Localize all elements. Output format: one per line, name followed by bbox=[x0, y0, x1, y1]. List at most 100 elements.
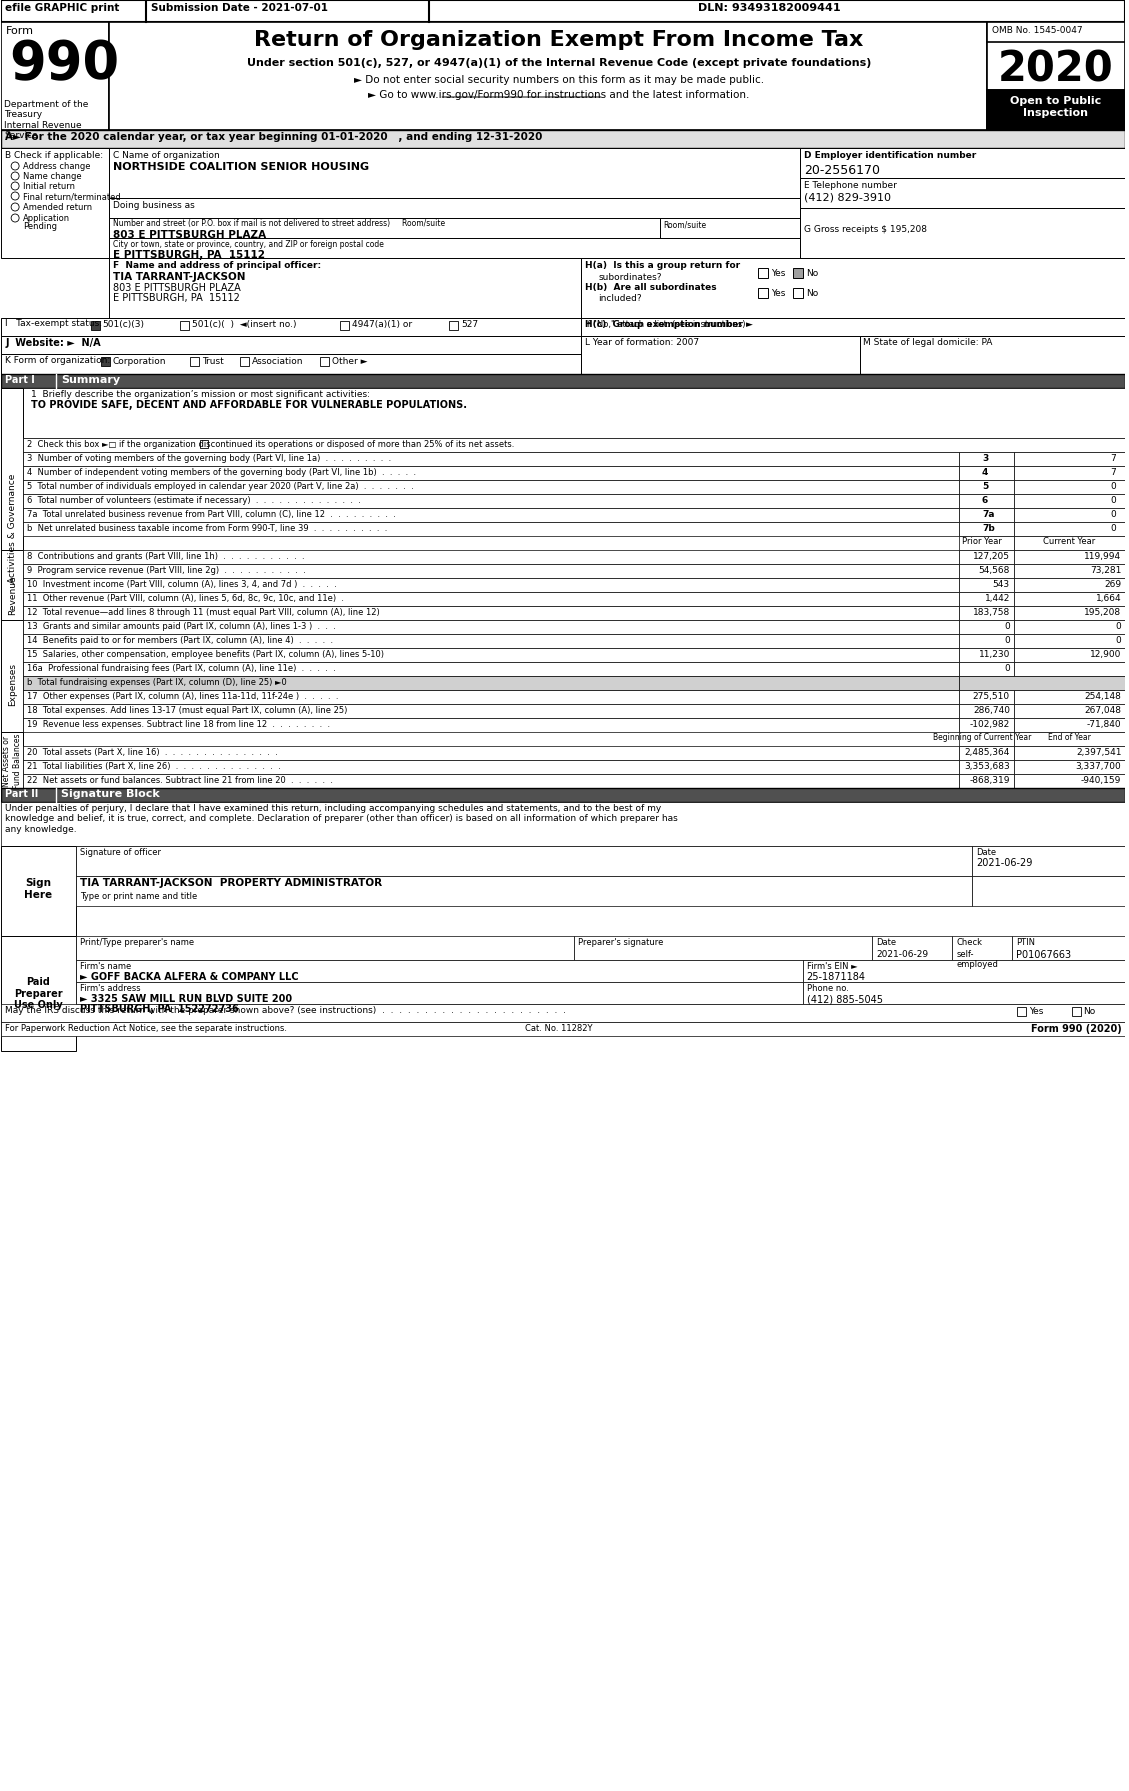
Text: 1  Briefly describe the organization’s mission or most significant activities:: 1 Briefly describe the organization’s mi… bbox=[30, 390, 370, 399]
Text: 25-1871184: 25-1871184 bbox=[807, 973, 866, 981]
Bar bbox=[959, 663, 1014, 675]
Bar bbox=[23, 466, 959, 480]
Text: 9  Program service revenue (Part VIII, line 2g)  .  .  .  .  .  .  .  .  .  .  .: 9 Program service revenue (Part VIII, li… bbox=[27, 566, 306, 575]
Text: Phone no.: Phone no. bbox=[807, 983, 849, 992]
Text: 6: 6 bbox=[982, 496, 988, 505]
Bar bbox=[1014, 648, 1126, 663]
Bar bbox=[1014, 747, 1126, 759]
Text: Yes: Yes bbox=[771, 269, 786, 278]
Text: Application: Application bbox=[23, 213, 70, 224]
Text: P01067663: P01067663 bbox=[1016, 949, 1071, 960]
Text: 6  Total number of volunteers (estimate if necessary)  .  .  .  .  .  .  .  .  .: 6 Total number of volunteers (estimate i… bbox=[27, 496, 361, 505]
Bar bbox=[240, 356, 250, 365]
Text: 10  Investment income (Part VIII, column (A), lines 3, 4, and 7d )  .  .  .  .  : 10 Investment income (Part VIII, column … bbox=[27, 580, 336, 589]
Text: 2,485,364: 2,485,364 bbox=[964, 749, 1009, 758]
Text: H(c)  Group exemption number ►: H(c) Group exemption number ► bbox=[585, 321, 753, 330]
Text: A► For the 2020 calendar year, or tax year beginning 01-01-2020   , and ending 1: A► For the 2020 calendar year, or tax ye… bbox=[6, 133, 543, 141]
Bar bbox=[76, 845, 972, 876]
Bar bbox=[108, 238, 799, 258]
Bar bbox=[959, 550, 1014, 564]
Text: Association: Association bbox=[252, 356, 304, 365]
Bar bbox=[1, 389, 23, 668]
Text: For Paperwork Reduction Act Notice, see the separate instructions.: For Paperwork Reduction Act Notice, see … bbox=[6, 1024, 287, 1033]
Text: H(a)  Is this a group return for: H(a) Is this a group return for bbox=[585, 261, 739, 270]
Bar bbox=[1014, 521, 1126, 536]
Bar bbox=[1, 550, 23, 639]
Text: 7a: 7a bbox=[982, 510, 995, 519]
Bar bbox=[1014, 466, 1126, 480]
Text: 11,230: 11,230 bbox=[979, 650, 1009, 659]
Bar bbox=[959, 451, 1014, 466]
Bar bbox=[23, 704, 959, 718]
Text: 22  Net assets or fund balances. Subtract line 21 from line 20  .  .  .  .  .  .: 22 Net assets or fund balances. Subtract… bbox=[27, 776, 333, 784]
Text: Initial return: Initial return bbox=[23, 183, 76, 192]
Text: Firm's address: Firm's address bbox=[80, 983, 140, 992]
Bar bbox=[859, 337, 1126, 374]
Text: 15  Salaries, other compensation, employee benefits (Part IX, column (A), lines : 15 Salaries, other compensation, employe… bbox=[27, 650, 384, 659]
Text: Net Assets or
Fund Balances: Net Assets or Fund Balances bbox=[2, 733, 21, 788]
Text: 0: 0 bbox=[1115, 621, 1121, 630]
Text: End of Year: End of Year bbox=[1048, 733, 1091, 741]
Text: 18  Total expenses. Add lines 13-17 (must equal Part IX, column (A), line 25): 18 Total expenses. Add lines 13-17 (must… bbox=[27, 706, 348, 715]
Text: 19  Revenue less expenses. Subtract line 18 from line 12  .  .  .  .  .  .  .  .: 19 Revenue less expenses. Subtract line … bbox=[27, 720, 330, 729]
Bar bbox=[959, 620, 1014, 634]
Bar bbox=[23, 774, 959, 788]
Text: 286,740: 286,740 bbox=[973, 706, 1009, 715]
Text: 12  Total revenue—add lines 8 through 11 (must equal Part VIII, column (A), line: 12 Total revenue—add lines 8 through 11 … bbox=[27, 607, 379, 618]
Bar bbox=[76, 960, 803, 981]
Text: Date: Date bbox=[876, 938, 896, 947]
Text: Under section 501(c), 527, or 4947(a)(1) of the Internal Revenue Code (except pr: Under section 501(c), 527, or 4947(a)(1)… bbox=[246, 57, 870, 68]
Bar bbox=[959, 578, 1014, 593]
Bar bbox=[108, 199, 799, 219]
Bar bbox=[108, 21, 987, 131]
Text: 7: 7 bbox=[1111, 453, 1117, 464]
Text: Form: Form bbox=[6, 27, 34, 36]
Bar bbox=[23, 564, 959, 578]
Bar bbox=[449, 321, 458, 330]
Text: 0: 0 bbox=[1004, 636, 1009, 645]
Text: 14  Benefits paid to or for members (Part IX, column (A), line 4)  .  .  .  .  .: 14 Benefits paid to or for members (Part… bbox=[27, 636, 333, 645]
Bar bbox=[959, 466, 1014, 480]
Bar bbox=[23, 620, 959, 634]
Bar bbox=[1, 374, 1126, 389]
Text: Under penalties of perjury, I declare that I have examined this return, includin: Under penalties of perjury, I declare th… bbox=[6, 804, 677, 835]
Text: Part II: Part II bbox=[6, 790, 38, 799]
Bar bbox=[23, 521, 959, 536]
Bar bbox=[108, 258, 580, 319]
Bar bbox=[1, 319, 580, 337]
Bar bbox=[793, 288, 803, 297]
Bar bbox=[580, 258, 1126, 319]
Text: Return of Organization Exempt From Income Tax: Return of Organization Exempt From Incom… bbox=[254, 30, 864, 50]
Bar bbox=[1, 845, 76, 937]
Text: self-
employed: self- employed bbox=[956, 949, 998, 969]
Text: 0: 0 bbox=[1004, 664, 1009, 673]
Text: 1,442: 1,442 bbox=[984, 595, 1009, 604]
Text: 5: 5 bbox=[982, 482, 988, 491]
Bar bbox=[580, 337, 859, 374]
Text: Expenses: Expenses bbox=[8, 663, 17, 706]
Text: Submission Date - 2021-07-01: Submission Date - 2021-07-01 bbox=[150, 4, 327, 13]
Text: 119,994: 119,994 bbox=[1084, 552, 1121, 561]
Text: H(b)  Are all subordinates: H(b) Are all subordinates bbox=[585, 283, 716, 292]
Text: 0: 0 bbox=[1111, 496, 1117, 505]
Text: 4: 4 bbox=[982, 467, 988, 476]
Bar bbox=[987, 90, 1126, 131]
Text: 527: 527 bbox=[462, 321, 479, 330]
Text: L Year of formation: 2007: L Year of formation: 2007 bbox=[585, 338, 699, 347]
Bar bbox=[1, 355, 580, 374]
Text: Signature of officer: Signature of officer bbox=[80, 847, 160, 858]
Bar bbox=[959, 774, 1014, 788]
Bar bbox=[1014, 620, 1126, 634]
Text: 12,900: 12,900 bbox=[1089, 650, 1121, 659]
Text: PITTSBURGH, PA  152272736: PITTSBURGH, PA 152272736 bbox=[80, 1005, 238, 1014]
Text: 269: 269 bbox=[1104, 580, 1121, 589]
Bar bbox=[959, 593, 1014, 605]
Text: -940,159: -940,159 bbox=[1080, 776, 1121, 784]
Text: No: No bbox=[1084, 1007, 1096, 1015]
Text: No: No bbox=[806, 269, 819, 278]
Text: 7b: 7b bbox=[982, 525, 995, 534]
Bar bbox=[799, 149, 1126, 177]
Text: B Check if applicable:: B Check if applicable: bbox=[6, 150, 103, 159]
Bar bbox=[972, 845, 1126, 876]
Bar bbox=[803, 981, 1126, 1005]
